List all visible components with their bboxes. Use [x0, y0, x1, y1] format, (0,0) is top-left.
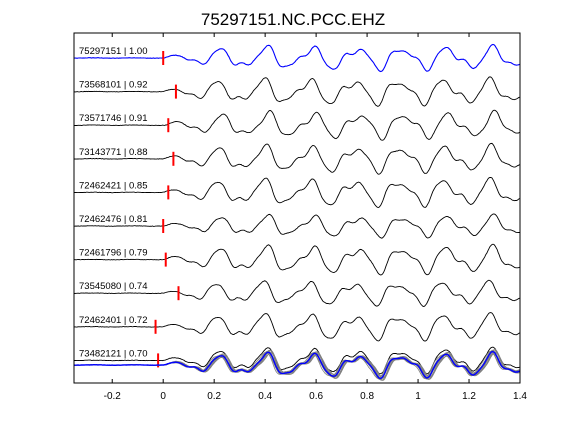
x-tick-label: 0.6 — [309, 391, 323, 402]
trace-line-8 — [73, 279, 520, 307]
trace-line-2 — [73, 76, 520, 107]
trace-label-7: 72461796 | 0.79 — [79, 248, 148, 259]
trace-label-9: 72462401 | 0.72 — [79, 315, 148, 326]
stack-layer — [73, 349, 520, 381]
x-tick-label: 0.8 — [360, 391, 374, 402]
trace-label-6: 72462476 | 0.81 — [79, 214, 148, 225]
x-tick-label: 1 — [415, 391, 421, 402]
trace-line-7 — [73, 243, 520, 276]
stack-reference-line — [73, 350, 520, 380]
x-tick-label: 0.4 — [258, 391, 272, 402]
chart-title: 75297151.NC.PCC.EHZ — [201, 10, 385, 29]
trace-line-9 — [73, 312, 520, 342]
trace-line-5 — [73, 176, 520, 208]
x-tick-label: 1.4 — [513, 391, 527, 402]
x-ticks-layer: -0.2 0 0.2 0.4 0.6 0.8 1 1.2 1.4 — [104, 33, 527, 402]
trace-label-2: 73568101 | 0.92 — [79, 80, 148, 91]
trace-label-10: 73482121 | 0.70 — [79, 348, 148, 359]
trace-label-8: 73545080 | 0.74 — [79, 281, 148, 292]
trace-line-4 — [74, 142, 520, 175]
trace-line-1 — [73, 43, 520, 73]
trace-label-1: 75297151 | 1.00 — [79, 46, 148, 57]
x-tick-label: -0.2 — [104, 391, 122, 402]
x-tick-label: 0 — [160, 391, 166, 402]
trace-label-5: 72462421 | 0.85 — [79, 180, 148, 191]
trace-label-3: 73571746 | 0.91 — [79, 113, 148, 124]
x-tick-label: 1.2 — [462, 391, 476, 402]
trace-line-10 — [74, 346, 520, 375]
x-tick-label: 0.2 — [207, 391, 221, 402]
traces-layer: 75297151 | 1.00 73568101 | 0.92 73571746 |… — [73, 43, 520, 375]
plot-frame — [73, 32, 521, 384]
trace-line-3 — [73, 109, 520, 141]
trace-line-6 — [73, 213, 520, 239]
trace-label-4: 73143771 | 0.88 — [79, 147, 148, 158]
